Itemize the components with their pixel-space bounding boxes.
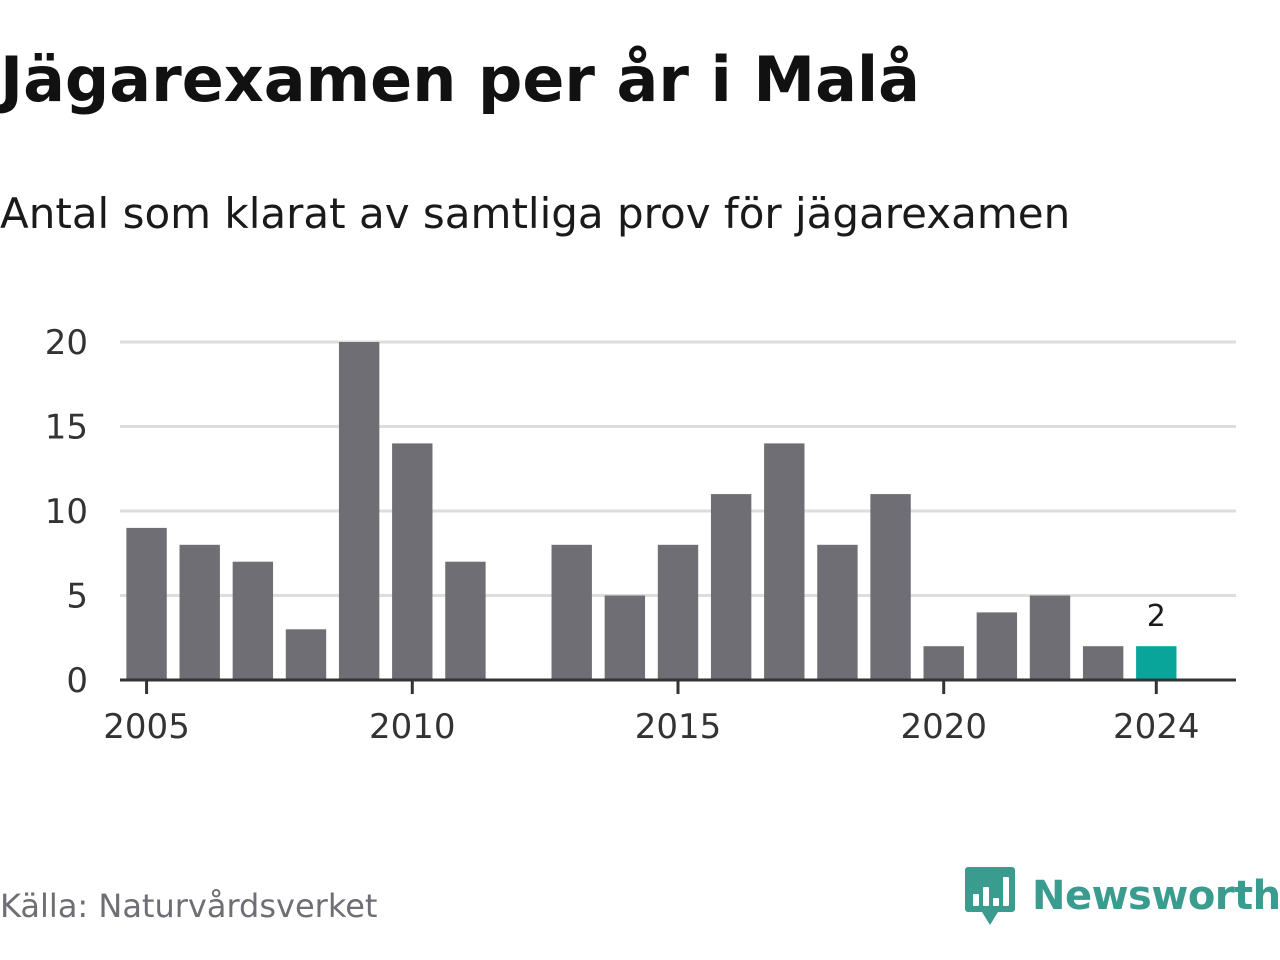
bar bbox=[179, 544, 220, 680]
bar bbox=[551, 544, 592, 680]
bar bbox=[445, 561, 486, 680]
y-tick-label: 10 bbox=[45, 492, 88, 532]
y-tick-label: 5 bbox=[66, 577, 88, 617]
x-tick-label: 2015 bbox=[635, 707, 722, 747]
brand-logo: Newsworthy bbox=[964, 864, 1280, 928]
x-tick-label: 2005 bbox=[103, 707, 190, 747]
chart-subtitle: Antal som klarat av samtliga prov för jä… bbox=[0, 189, 1071, 238]
x-tick-label: 2024 bbox=[1113, 707, 1200, 747]
bar bbox=[126, 527, 167, 680]
bar bbox=[764, 443, 805, 680]
newsworthy-chart-icon bbox=[965, 867, 1015, 925]
y-tick-label: 20 bbox=[45, 323, 88, 363]
bar bbox=[285, 629, 327, 680]
bar bbox=[338, 342, 380, 680]
x-tick-label: 2010 bbox=[369, 707, 456, 747]
bar bbox=[976, 612, 1018, 680]
bar bbox=[392, 443, 433, 680]
bar bbox=[1029, 595, 1071, 680]
y-tick-label: 15 bbox=[45, 408, 88, 448]
bar bbox=[232, 561, 274, 680]
brand-name: Newsworthy bbox=[1032, 873, 1280, 919]
bar bbox=[870, 494, 911, 680]
bar bbox=[604, 595, 646, 680]
bar-highlight bbox=[1136, 646, 1177, 680]
bar bbox=[657, 544, 699, 680]
bar bbox=[923, 646, 964, 680]
x-tick-label: 2020 bbox=[900, 707, 987, 747]
bar-chart: 0 5 10 15 20 2005 2010 2015 2020 2024 2 bbox=[45, 323, 1236, 747]
data-label: 2 bbox=[1147, 599, 1166, 634]
source-note: Källa: Naturvårdsverket bbox=[0, 887, 378, 925]
chart-title: Jägarexamen per år i Malå bbox=[0, 43, 921, 116]
bar bbox=[817, 544, 858, 680]
y-tick-label: 0 bbox=[66, 661, 88, 701]
bar bbox=[710, 494, 752, 680]
bar bbox=[1082, 646, 1124, 680]
